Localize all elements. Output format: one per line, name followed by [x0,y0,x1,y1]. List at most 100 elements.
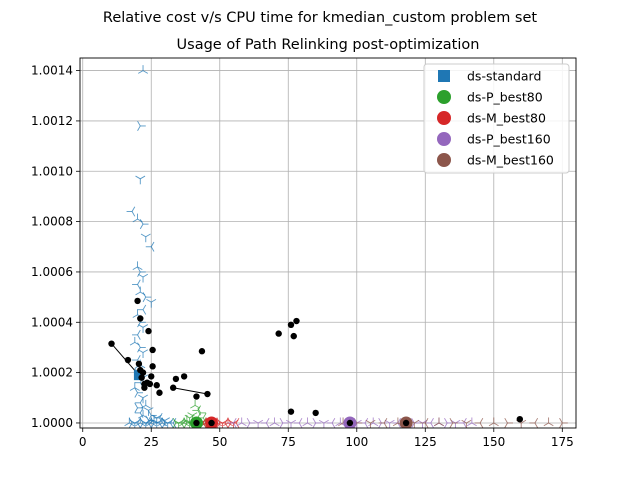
y-tick-label: 1.0000 [31,416,73,430]
black-point [153,382,160,389]
black-point [275,330,282,337]
ds-P_best160-point [269,417,280,427]
black-point [135,360,143,368]
black-point [148,373,155,380]
ds-P_best160-point [312,417,322,428]
ds-P_best160-point [326,417,336,428]
black-point [149,363,156,370]
ds-M_best160-point [559,417,568,428]
black-point [141,384,148,391]
black-point [402,419,410,427]
black-point [156,389,163,396]
x-tick-label: 0 [79,435,87,449]
x-tick-label: 175 [551,435,574,449]
y-tick-label: 1.0014 [31,64,73,78]
x-tick-label: 25 [144,435,159,449]
ds-standard-point [139,219,149,230]
ds-M_best160-point [461,419,472,428]
ds-P_best160-point [246,417,256,428]
ds-P_best160-point [425,417,434,428]
y-tick-label: 1.0002 [31,366,73,380]
ds-M_best160-point [365,419,376,428]
legend-marker-ds-standard [438,70,450,82]
ds-P_best160-point [279,417,289,428]
ds-M_best160-point [504,417,513,428]
ds-P_best160-point [253,419,264,428]
black-point [293,317,300,325]
y-tick-label: 1.0010 [31,164,73,178]
ds-P_best160-point [293,417,303,428]
black-point [193,393,200,400]
ds-P_best160-point [227,417,237,428]
legend: ds-standard ds-P_best80 ds-M_best80 ds-P_be… [423,63,570,174]
ds-standard-point [140,233,151,243]
black-point [124,356,132,364]
ds-P_best160-point [286,419,296,428]
ds-standard-point [126,206,136,217]
ds-M_best160-point [433,417,444,427]
ds-M_best160-point [474,417,484,428]
x-tick-label: 150 [482,435,505,449]
legend-label: ds-P_best160 [467,132,551,147]
chart-title: Relative cost v/s CPU time for kmedian_c… [103,10,538,26]
ds-standard-point [134,407,144,418]
legend-marker-ds-M_best80 [437,111,451,125]
black-point [193,419,200,427]
ds-standard-point [137,304,147,315]
ds-standard-point [159,417,170,426]
black-point [172,375,180,383]
ds-standard-point [138,273,149,283]
black-point [134,297,141,305]
ds-M_best160-point [529,417,539,428]
ds-M_best160-point [449,417,459,428]
legend-marker-ds-P_best80 [437,90,451,104]
plot-frame [79,57,577,429]
y-tick-label: 1.0008 [31,215,73,229]
ds-M_best160-point [488,417,499,427]
black-point [346,419,354,427]
axes: 0 25 50 75 100 125 150 175 1.0000 1.0002 1.0004 1.0… [31,64,574,449]
black-point [138,374,145,381]
legend-label: ds-M_best80 [467,111,546,126]
legend-label: ds-M_best160 [467,153,554,168]
black-point [290,332,297,340]
x-tick-label: 50 [212,435,227,449]
chart-subtitle: Usage of Path Relinking post-optimizatio… [177,37,480,53]
black-point [516,415,524,423]
black-point [169,384,177,391]
black-point [149,346,156,354]
legend-box [423,63,570,174]
ds-M_best160-point [419,417,429,428]
y-tick-label: 1.0006 [31,265,73,279]
connector-line [173,387,208,395]
ds-standard-point [138,65,149,74]
ds-standard-point [132,261,143,271]
x-tick-label: 100 [345,435,368,449]
ds-M_best160-point [543,417,554,427]
ds-P_best160-point [444,417,453,428]
ds-P_best160-point [392,417,402,428]
ds-standard-point [134,402,144,413]
ds-standard-point [137,120,146,131]
ds-standard-point [146,299,157,308]
ds-P_best160-point [260,417,270,428]
ds-P_best160-point [318,419,329,428]
ds-M_best160-point [378,417,388,428]
black-point [287,321,295,329]
black-point [146,380,154,388]
y-tick-label: 1.0004 [31,315,73,329]
ds-standard-point [145,241,155,252]
y-tick-label: 1.0012 [31,114,73,128]
x-tick-label: 125 [414,435,437,449]
black-point [204,390,211,398]
ds-standard-point [149,414,159,424]
black-point [312,409,319,417]
ds-standard-point [145,415,155,426]
black-point [137,315,144,322]
black-point [208,419,215,427]
ds-P_best160-point [236,417,247,427]
black-point [145,327,152,335]
ds-P_best160-point [302,417,313,427]
